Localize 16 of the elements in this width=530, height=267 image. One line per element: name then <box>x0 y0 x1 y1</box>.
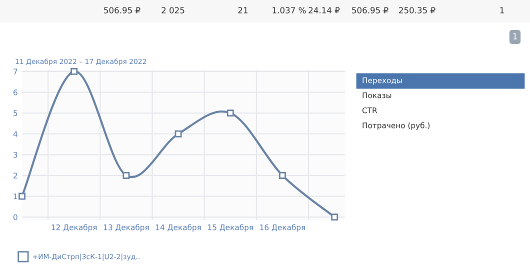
point <box>279 172 286 179</box>
text: 24.14 ₽ <box>308 7 340 14</box>
text: 1 <box>500 7 504 14</box>
text: 506.95 ₽ <box>352 7 388 14</box>
point <box>70 68 78 75</box>
text: 506.95 ₽ <box>104 7 140 14</box>
point <box>174 130 182 138</box>
text: 2 025 <box>162 7 184 14</box>
text: 21 <box>238 7 248 14</box>
text: 250.35 ₽ <box>399 7 436 14</box>
point <box>122 172 130 179</box>
point <box>226 110 234 117</box>
point <box>331 214 338 221</box>
point <box>18 192 26 200</box>
text: 1 <box>513 33 517 40</box>
text: 1.037 % <box>272 7 306 14</box>
